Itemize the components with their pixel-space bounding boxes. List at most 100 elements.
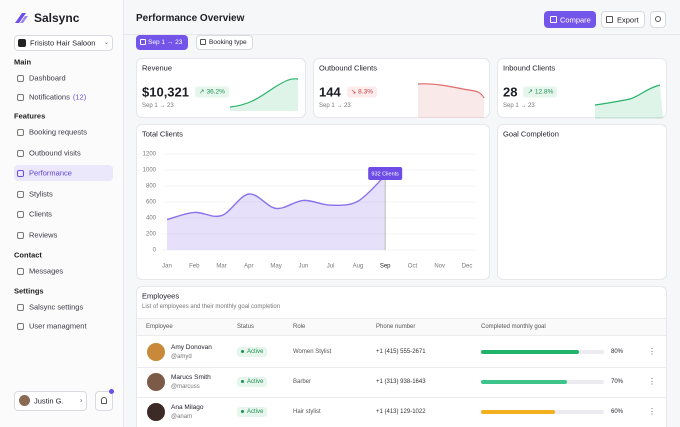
sparkline-area: [595, 85, 663, 119]
goal-label: 70%: [611, 379, 624, 385]
nav-item[interactable]: Messages: [29, 266, 64, 276]
user-name: Justin G.: [34, 396, 64, 406]
column-header[interactable]: Status: [237, 324, 255, 330]
nav-item[interactable]: User managment: [29, 321, 87, 331]
date-label: Sep 1 → 23: [148, 38, 183, 46]
nav-icon: [17, 322, 24, 330]
column-header: Role: [293, 324, 306, 330]
logo-mark: [20, 16, 28, 23]
nav-icon: [17, 231, 24, 239]
nav-item[interactable]: Salsync settings: [29, 302, 84, 312]
nav-icon: [17, 303, 24, 311]
nav-item[interactable]: Performance: [29, 168, 72, 178]
goal-label: 60%: [611, 409, 624, 415]
sparkline-line: [417, 83, 485, 99]
notification-dot: [109, 389, 114, 394]
booking-icon: [200, 39, 206, 45]
goal-label: 80%: [611, 349, 624, 355]
booking-label: Booking type: [209, 38, 247, 46]
sparkline: [594, 84, 663, 119]
kpi-title: Inbound Clients: [503, 63, 556, 73]
kpi-change: ↗ 12.8%: [523, 86, 558, 98]
phone: +1 (313) 938-1643: [376, 379, 426, 385]
trend-arrow: ↘: [350, 88, 357, 96]
role: Hair stylist: [293, 409, 321, 415]
nav-item[interactable]: Stylists: [29, 189, 53, 199]
x-tick-label: Aug: [353, 264, 364, 270]
nav-item[interactable]: Outbound visits: [29, 148, 81, 158]
x-tick-label: Feb: [189, 264, 200, 270]
phone: +1 (415) 555-2671: [376, 349, 426, 355]
tooltip-label: 932 Clients: [371, 171, 399, 177]
calendar-icon: [140, 39, 146, 45]
nav-icon: [17, 210, 24, 218]
compare-button[interactable]: [544, 11, 596, 28]
nav-icon: [17, 93, 24, 101]
nav-icon: [17, 74, 24, 82]
nav-item[interactable]: Reviews: [29, 230, 58, 240]
sparkline: [229, 78, 299, 111]
logo-mark: [15, 13, 26, 23]
y-tick-label: 800: [146, 184, 157, 190]
nav-item[interactable]: Dashboard: [29, 73, 66, 83]
workspace-select[interactable]: [14, 35, 113, 51]
nav-item[interactable]: Booking requests: [29, 127, 87, 137]
export-icon: [606, 16, 613, 23]
kpi-period: Sep 1 → 23: [319, 103, 351, 109]
x-tick-label: Apr: [244, 264, 253, 270]
column-header: Phone number: [376, 324, 416, 330]
chevron: ›: [80, 397, 83, 405]
chart-title: Total Clients: [142, 129, 183, 139]
column-header[interactable]: Employee: [146, 324, 173, 330]
avatar: [147, 343, 165, 361]
active-item: [14, 165, 113, 181]
area-fill: [167, 175, 386, 250]
x-tick-label: Sep: [380, 264, 391, 270]
progress-bar: [481, 380, 568, 384]
nav-icon: [17, 267, 24, 275]
change-value: 12.8%: [534, 88, 554, 96]
row-menu[interactable]: ⋮: [648, 377, 656, 386]
chart-card: [497, 124, 667, 280]
nav-item[interactable]: Notifications (12): [29, 92, 87, 102]
x-tick-label: May: [270, 264, 281, 270]
logo: [15, 13, 28, 23]
kpi-value: 144 ↘ 8.3%: [319, 86, 377, 99]
nav-icon: [17, 149, 24, 157]
employee-name: Ana Milago: [171, 403, 204, 411]
kpi-title: Outbound Clients: [319, 63, 377, 73]
section-title: Main: [14, 57, 32, 67]
export-label: Export: [617, 14, 639, 24]
employee-handle: @marcuss: [171, 384, 200, 390]
employee-handle: @amyd: [171, 354, 192, 360]
x-tick-label: Jul: [327, 264, 335, 270]
booking-filter[interactable]: [196, 35, 253, 50]
x-tick-label: Nov: [434, 264, 445, 270]
table-subtitle: List of employees and their monthly goal…: [142, 304, 281, 310]
y-tick-label: 200: [146, 232, 157, 238]
nav-icon: [17, 169, 24, 177]
brand-name: Salsync: [34, 11, 80, 25]
nav-item[interactable]: Clients: [29, 209, 52, 219]
kpi-value: 28 ↗ 12.8%: [503, 86, 558, 99]
date-filter[interactable]: [136, 35, 188, 50]
export-button[interactable]: [601, 11, 645, 28]
sparkline-line: [229, 78, 299, 108]
bell-icon: [101, 397, 107, 404]
workspace-icon: [18, 39, 26, 47]
progress-bar: [481, 350, 580, 354]
gear-icon: [655, 16, 661, 22]
sparkline: [417, 83, 485, 118]
employee-handle: @anam: [171, 414, 193, 420]
y-tick-label: 1200: [143, 152, 157, 158]
x-tick-label: Jun: [299, 264, 309, 270]
status-pill: Active: [237, 407, 268, 417]
progress-bar: [481, 410, 555, 414]
change-value: 8.3%: [358, 88, 373, 96]
sidebar: [0, 0, 124, 427]
user-button[interactable]: [14, 391, 87, 411]
user-avatar: [19, 395, 30, 406]
row-menu[interactable]: ⋮: [648, 407, 656, 416]
chevron: ⌄: [104, 40, 110, 46]
row-menu[interactable]: ⋮: [648, 347, 656, 356]
